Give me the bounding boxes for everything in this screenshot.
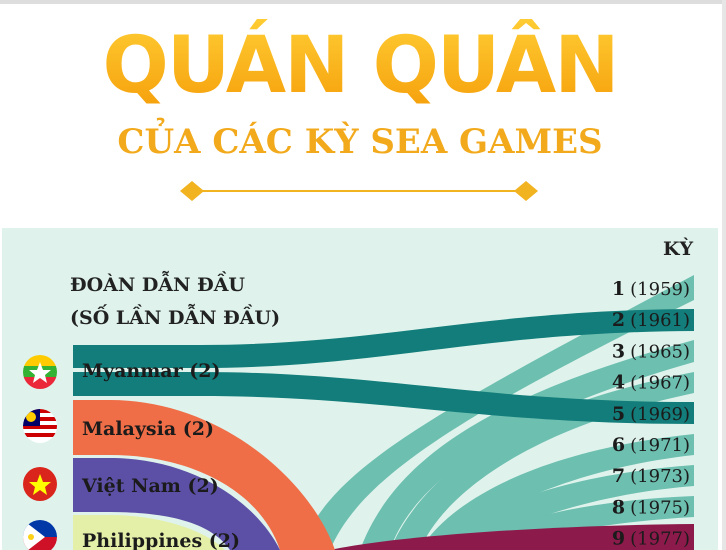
flows <box>73 275 694 550</box>
game-year: (1975) <box>630 497 690 518</box>
team-label: Malaysia (2) <box>82 418 214 440</box>
game-year: (1965) <box>630 341 690 362</box>
teams-header: ĐOÀN DẪN ĐẦU <box>70 270 245 296</box>
game-label: 4 (1967) <box>612 372 690 394</box>
team-label: Philippines (2) <box>82 530 240 550</box>
game-year: (1977) <box>630 529 690 550</box>
game-number: 9 <box>612 528 625 550</box>
title: QUÁN QUÂN <box>103 19 618 111</box>
scroll-edge <box>722 0 726 550</box>
game-label: 8 (1975) <box>612 496 690 518</box>
game-label: 9 (1977) <box>612 528 690 550</box>
team-label: Myanmar (2) <box>82 360 220 382</box>
game-year: (1961) <box>630 310 690 331</box>
game-year: (1967) <box>630 373 690 394</box>
game-number: 2 <box>612 309 625 331</box>
game-number: 3 <box>612 340 625 362</box>
game-year: (1969) <box>630 404 690 425</box>
game-year: (1973) <box>630 466 690 487</box>
divider <box>180 181 538 201</box>
game-number: 1 <box>612 278 625 300</box>
game-number: 8 <box>612 496 625 518</box>
game-label: 3 (1965) <box>612 340 690 362</box>
flags <box>23 355 57 550</box>
game-number: 7 <box>612 465 625 487</box>
game-number: 5 <box>612 403 625 425</box>
top-border <box>0 0 726 4</box>
subtitle: CỦA CÁC KỲ SEA GAMES <box>117 117 602 162</box>
game-label: 1 (1959) <box>612 278 690 300</box>
team-label: Việt Nam (2) <box>81 475 219 497</box>
game-year: (1959) <box>630 279 690 300</box>
game-label: 5 (1969) <box>612 403 690 425</box>
game-label: 7 (1973) <box>612 465 690 487</box>
game-year: (1971) <box>630 435 690 456</box>
teams-header: (SỐ LẦN DẪN ĐẦU) <box>70 303 280 329</box>
game-label: 2 (1961) <box>612 309 690 331</box>
game-label: 6 (1971) <box>612 434 690 456</box>
games-header: KỲ <box>663 237 694 260</box>
game-number: 4 <box>612 372 625 394</box>
game-number: 6 <box>612 434 625 456</box>
